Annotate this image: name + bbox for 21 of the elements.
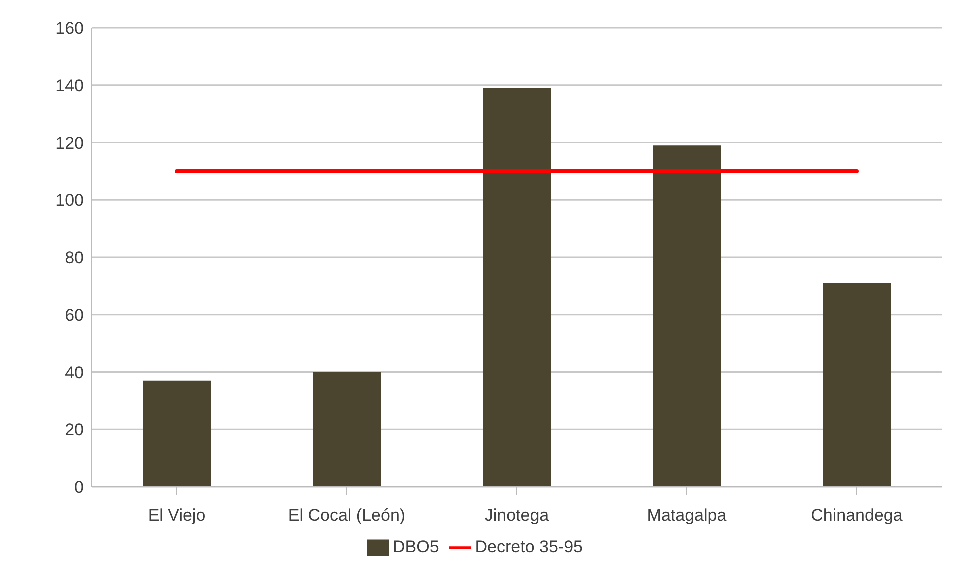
x-tick-label: El Cocal (León) (288, 506, 406, 526)
legend-label: DBO5 (392, 537, 440, 556)
y-tick-label: 160 (56, 19, 84, 38)
legend-label: Decreto 35-95 (475, 537, 584, 556)
bar (313, 372, 381, 487)
y-tick-label: 140 (56, 76, 84, 96)
y-tick-label: 100 (56, 191, 84, 210)
bar (483, 88, 551, 487)
y-tick-label: 120 (56, 134, 84, 153)
y-tick-label: 40 (65, 363, 84, 382)
y-tick-label: 0 (74, 478, 84, 498)
x-tick-label: Chinandega (811, 506, 904, 526)
y-tick-label: 60 (65, 306, 84, 325)
x-tick-label: Matagalpa (647, 506, 728, 526)
y-tick-label: 80 (65, 248, 84, 268)
bar (653, 146, 721, 487)
x-tick-label: Jinotega (484, 506, 550, 526)
bar (143, 380, 211, 487)
bar (823, 283, 891, 487)
y-tick-label: 20 (65, 420, 84, 440)
x-tick-label: El Viejo (148, 506, 206, 526)
